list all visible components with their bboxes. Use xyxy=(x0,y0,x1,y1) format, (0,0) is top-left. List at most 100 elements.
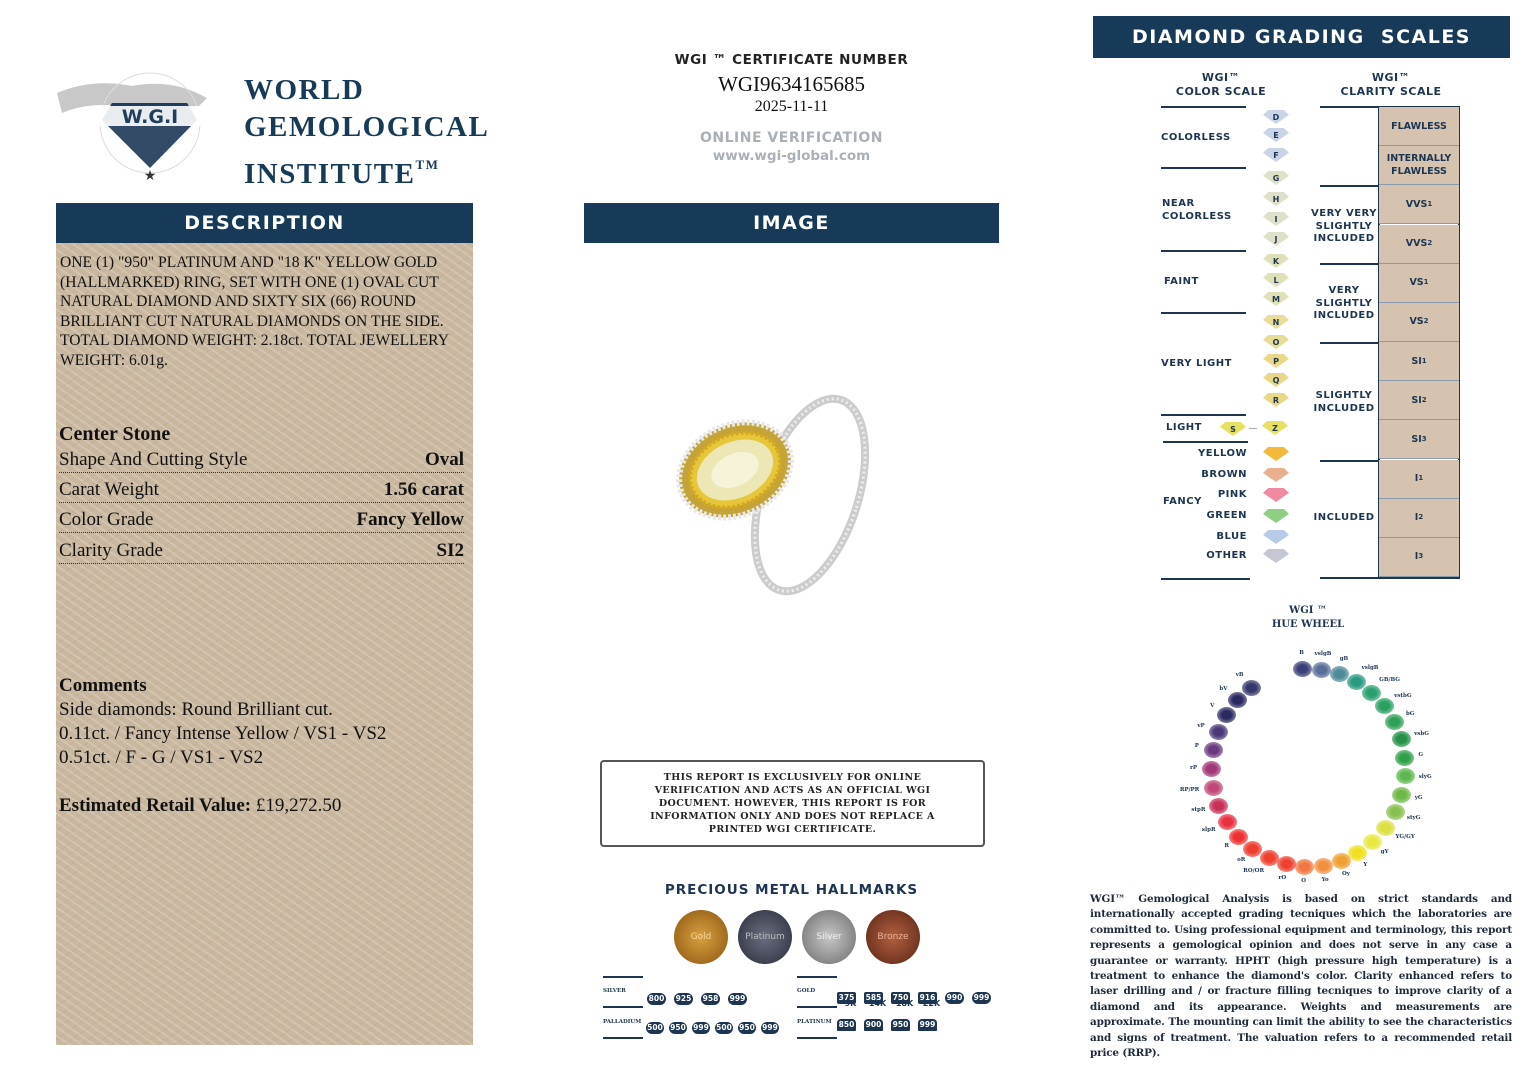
hue-label: GB/BG xyxy=(1379,677,1400,684)
hue-swatch xyxy=(1203,779,1223,796)
silver-label: SILVER xyxy=(603,988,626,994)
retail-label: Estimated Retail Value: xyxy=(59,795,252,816)
color-grade-gem: P xyxy=(1263,354,1289,368)
hue-label: oR xyxy=(1237,857,1246,864)
clarity-grade-box: INTERNALLY FLAWLESS xyxy=(1379,146,1459,186)
spec-row-shape: Shape And Cutting Style Oval xyxy=(59,447,464,473)
verification-url[interactable]: www.wgi-global.com xyxy=(712,148,871,164)
color-grade-gem: Q xyxy=(1263,373,1289,387)
hue-label: vB xyxy=(1235,671,1244,678)
clarity-grade-box: SI 3 xyxy=(1379,420,1459,460)
hue-swatch xyxy=(1208,724,1228,741)
hue-label: O xyxy=(1301,877,1307,884)
hue-label: rO xyxy=(1278,875,1287,882)
color-group-colorless: COLORLESS xyxy=(1161,132,1231,143)
color-scale-title2: COLOR SCALE xyxy=(1175,85,1267,98)
hue-label: Oy xyxy=(1341,871,1350,878)
hue-swatch xyxy=(1392,786,1412,803)
color-grade-z: Z xyxy=(1262,421,1288,435)
hue-label: yG xyxy=(1414,795,1423,802)
clarity-group-si: SLIGHTLY INCLUDED xyxy=(1313,390,1375,414)
description-header: DESCRIPTION xyxy=(56,203,473,243)
fancy-color-label: BLUE xyxy=(1216,531,1247,542)
clarity-scale-title1: WGI™ xyxy=(1371,71,1411,84)
clarity-grade-box: VS 1 xyxy=(1379,263,1459,303)
clarity-grade-box: VS 2 xyxy=(1379,302,1459,342)
color-grade-gem: E xyxy=(1263,128,1289,142)
logo-line-world: WORLD xyxy=(244,74,365,106)
color-grade-gem: F xyxy=(1263,148,1289,162)
logo-line-gemological: GEMOLOGICAL xyxy=(244,111,490,143)
clarity-grade-box: VVS 2 xyxy=(1379,224,1459,264)
hue-label: P xyxy=(1194,743,1199,750)
comment-line: Side diamonds: Round Brilliant cut. xyxy=(59,699,333,720)
color-grade-gem: N xyxy=(1263,315,1289,329)
hue-swatch xyxy=(1209,797,1229,814)
hue-label: YG/GY xyxy=(1395,833,1415,840)
palladium-marks: 500 950 999 500 950 999 xyxy=(646,1021,779,1034)
certificate-number: WGI9634165685 xyxy=(718,72,865,96)
wgi-emblem-icon: W.G.I ★ xyxy=(57,72,207,183)
fancy-color-label: GREEN xyxy=(1206,510,1247,521)
hue-label: rP xyxy=(1189,765,1197,772)
gold-label: GOLD xyxy=(797,988,816,994)
spec-row-clarity: Clarity Grade SI2 xyxy=(59,538,464,564)
hue-label: styG xyxy=(1406,815,1421,822)
hue-swatch xyxy=(1216,707,1236,724)
fancy-color-label: OTHER xyxy=(1206,550,1247,561)
hallmarks-title: PRECIOUS METAL HALLMARKS xyxy=(664,882,919,898)
hue-swatch xyxy=(1228,692,1248,709)
hue-swatch xyxy=(1385,804,1405,821)
hue-label: gB xyxy=(1339,655,1349,662)
hue-label: gY xyxy=(1380,849,1389,856)
hue-swatch xyxy=(1361,684,1381,701)
logo-tm: TM xyxy=(415,157,440,172)
hue-label: slyG xyxy=(1418,773,1432,780)
hue-label: vstbG xyxy=(1394,692,1412,699)
hue-swatch xyxy=(1229,828,1249,845)
clarity-group-included: INCLUDED xyxy=(1313,512,1375,523)
medal-platinum: Platinum xyxy=(738,910,792,964)
color-group-faint: FAINT xyxy=(1164,276,1199,287)
hue-label: bV xyxy=(1219,686,1228,693)
clarity-group-vs: VERY SLIGHTLY INCLUDED xyxy=(1313,285,1375,321)
logo-line-institute: INSTITUTE xyxy=(244,158,416,190)
footnote: WGI™ Gemological Analysis is based on st… xyxy=(1090,893,1512,1060)
color-grade-s: S xyxy=(1220,422,1246,436)
spec-row-carat: Carat Weight 1.56 carat xyxy=(59,477,464,503)
ring-image xyxy=(676,394,870,596)
hue-swatch xyxy=(1217,814,1237,831)
hue-swatch xyxy=(1395,749,1415,766)
fancy-color-gem-icon xyxy=(1263,447,1289,461)
clarity-grade-box: SI 1 xyxy=(1379,342,1459,382)
hue-label: B xyxy=(1299,650,1304,657)
wgi-logo: W.G.I ★ WORLD GEMOLOGICAL INSTITUTETM xyxy=(52,58,488,190)
description-text: ONE (1) "950" PLATINUM AND "18 K" YELLOW… xyxy=(60,254,449,369)
medal-gold: Gold xyxy=(674,910,728,964)
hue-label: Yo xyxy=(1321,876,1329,883)
color-group-near-colorless: NEAR COLORLESS xyxy=(1162,198,1232,222)
hue-label: G xyxy=(1418,752,1424,759)
svg-text:★: ★ xyxy=(144,169,157,183)
color-grade-gem: G xyxy=(1263,171,1289,185)
hue-swatch xyxy=(1329,666,1349,683)
hue-label: vslgB xyxy=(1361,664,1379,671)
hue-label: stpR xyxy=(1191,807,1206,814)
hue-label: V xyxy=(1210,703,1215,710)
hue-label: slpR xyxy=(1201,826,1216,833)
hue-label: bG xyxy=(1405,710,1415,717)
color-grade-gem: H xyxy=(1263,192,1289,206)
silver-marks: 800 925 958 999 xyxy=(647,992,747,1005)
hue-swatch xyxy=(1243,841,1263,858)
fancy-color-label: PINK xyxy=(1217,489,1247,500)
clarity-grade-box: FLAWLESS xyxy=(1379,107,1459,147)
hue-label: Y xyxy=(1363,862,1368,869)
color-grade-gem: R xyxy=(1263,393,1289,407)
hue-label: RP/PR xyxy=(1179,786,1200,793)
retail-value: £19,272.50 xyxy=(255,795,342,816)
description-panel xyxy=(56,243,473,1045)
medal-silver: Silver xyxy=(802,910,856,964)
